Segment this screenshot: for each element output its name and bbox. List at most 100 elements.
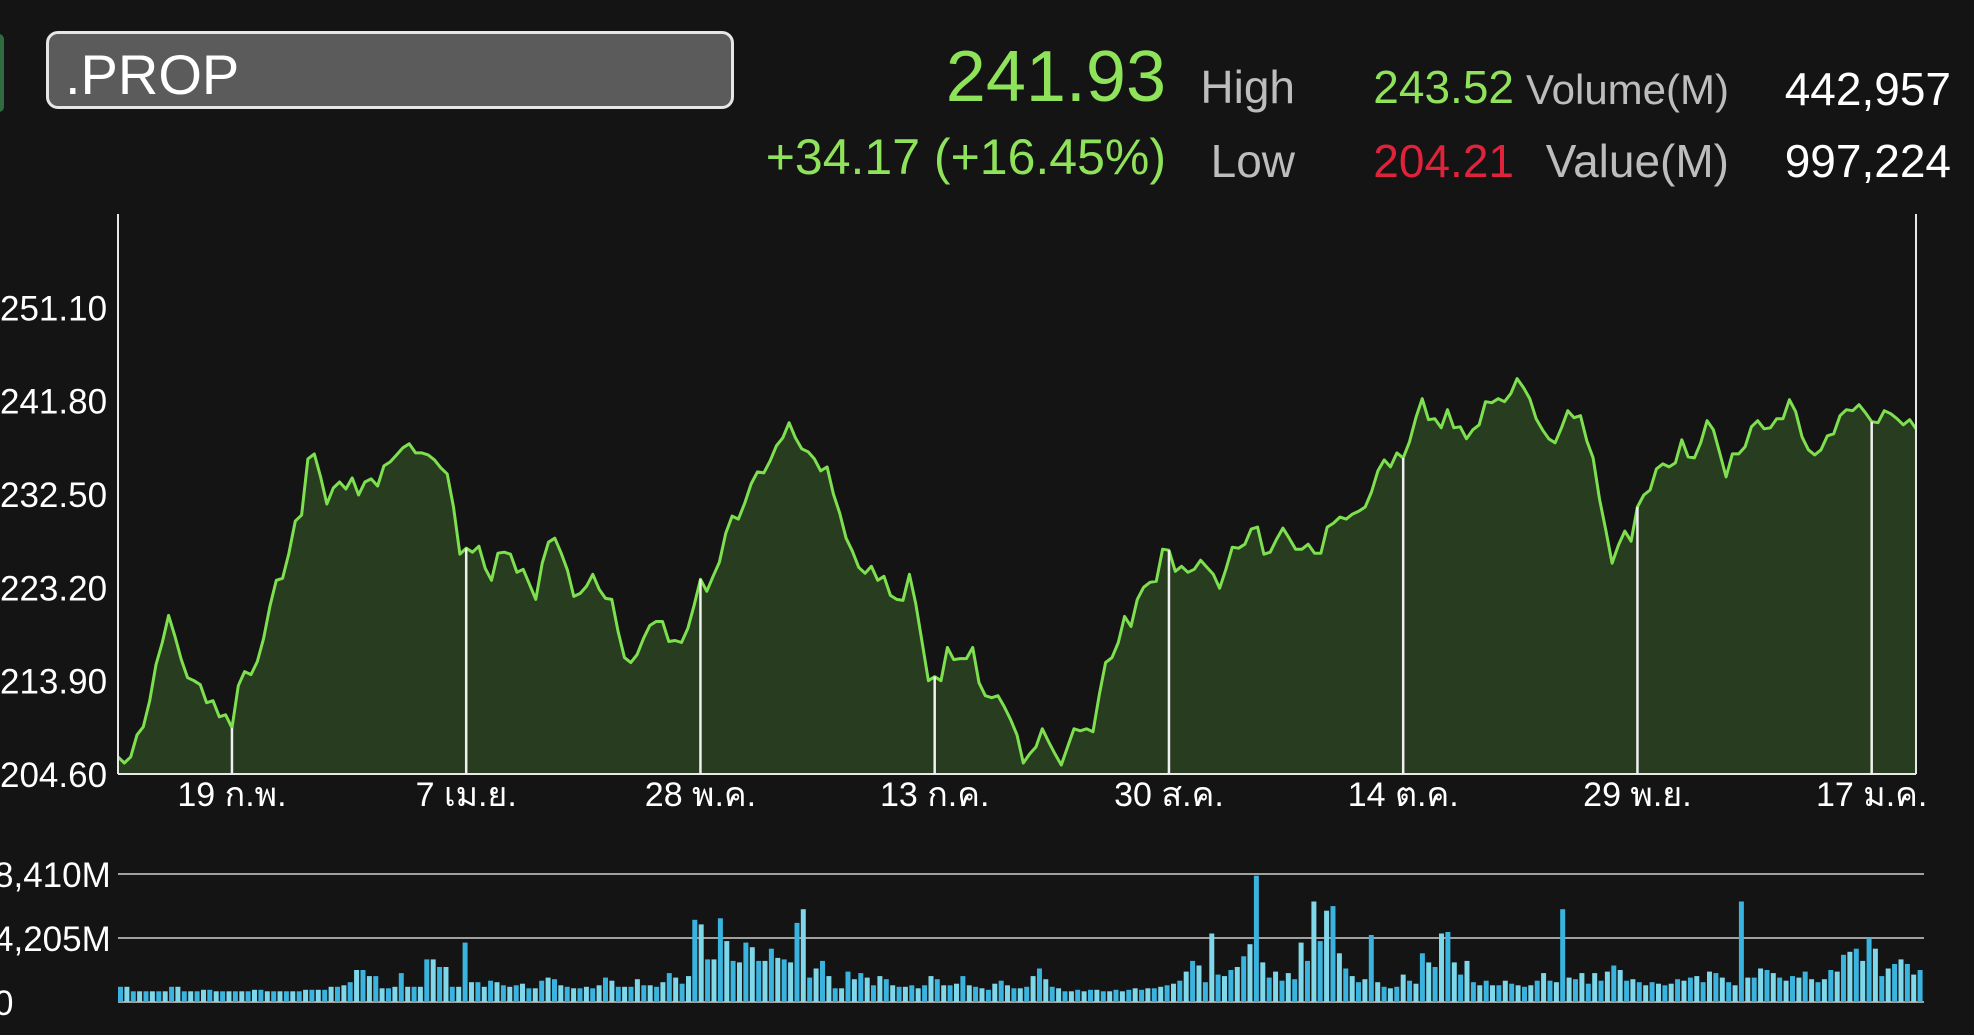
volume-bar: [1611, 965, 1617, 1002]
volume-bar: [181, 991, 187, 1002]
volume-bar: [941, 985, 947, 1002]
volume-bar: [1892, 964, 1898, 1002]
volume-bar: [1866, 938, 1872, 1002]
volume-bar: [692, 919, 698, 1002]
volume-bar: [1630, 979, 1636, 1002]
side-tab-handle[interactable]: [0, 34, 4, 112]
volume-bar: [628, 986, 634, 1002]
volume-bar: [1113, 989, 1119, 1002]
volume-bar: [1764, 970, 1770, 1002]
volume-bar: [417, 986, 423, 1002]
volume-bar: [679, 983, 685, 1002]
volume-bar: [1592, 973, 1598, 1002]
volume-bar: [583, 986, 589, 1002]
volume-bar: [1081, 991, 1087, 1002]
volume-bar: [315, 989, 321, 1002]
volume-bar: [1190, 960, 1196, 1002]
volume-bar: [303, 989, 309, 1002]
volume-bar: [290, 991, 296, 1002]
price-line: [116, 377, 1918, 767]
volume-bar: [507, 986, 513, 1002]
volume-bar: [1145, 988, 1151, 1002]
volume-bar: [411, 986, 417, 1002]
volume-bar: [1407, 980, 1413, 1002]
volume-bar: [271, 991, 277, 1002]
volume-bar: [730, 960, 736, 1002]
volume-bar: [373, 976, 379, 1002]
volume-bar: [609, 980, 615, 1002]
volume-bar: [1502, 980, 1508, 1002]
volume-bar: [571, 988, 577, 1002]
volume-bar: [1458, 974, 1464, 1002]
symbol-search-input[interactable]: .PROP: [46, 31, 734, 109]
volume-bar: [960, 976, 966, 1002]
volume-bar: [743, 942, 749, 1002]
volume-bar: [934, 979, 940, 1002]
volume-bar: [130, 991, 136, 1002]
volume-bar: [1056, 988, 1062, 1002]
volume-bar: [1636, 982, 1642, 1002]
volume-bar: [143, 991, 149, 1002]
volume-bar: [520, 983, 525, 1002]
volume-bar: [1809, 979, 1815, 1002]
volume-bar: [443, 967, 449, 1002]
volume-bar: [1119, 991, 1125, 1002]
volume-bar: [1643, 985, 1649, 1002]
volume-bar: [1343, 968, 1349, 1002]
volume-bar: [469, 982, 474, 1002]
volume-bar: [1330, 906, 1336, 1002]
volume-bar: [1694, 976, 1700, 1002]
volume-bar: [379, 988, 385, 1002]
volume-bar: [1675, 979, 1681, 1002]
volume-bar: [456, 986, 462, 1002]
volume-bar: [1904, 964, 1910, 1002]
volume-bar: [711, 959, 717, 1002]
volume-bar: [1043, 979, 1049, 1002]
volume-bar: [545, 977, 551, 1002]
volume-bar: [1273, 971, 1279, 1002]
volume-bar: [985, 989, 991, 1002]
volume-bar: [1528, 985, 1534, 1002]
volume-bar: [488, 980, 494, 1002]
volume-bar: [335, 986, 340, 1002]
volume-bar: [194, 991, 200, 1002]
volume-bar: [137, 991, 143, 1002]
volume-bar: [1911, 974, 1917, 1002]
volume-bar: [1598, 980, 1604, 1002]
volume-bar: [832, 988, 838, 1002]
volume-bar: [1285, 973, 1291, 1002]
volume-bar: [973, 986, 979, 1002]
volume-bar: [322, 989, 328, 1002]
volume-bar: [1872, 948, 1878, 1002]
volume-bar: [1107, 991, 1113, 1002]
volume-bar: [1005, 985, 1010, 1002]
volume-bar: [1394, 986, 1400, 1002]
volume-bar: [826, 976, 832, 1002]
volume-bar: [756, 960, 762, 1002]
volume-bar: [1470, 982, 1476, 1002]
volume-y-tick-label: 0: [0, 984, 13, 1023]
volume-bar: [239, 991, 245, 1002]
volume-bar: [1541, 973, 1547, 1002]
volume-bar: [1279, 980, 1285, 1002]
volume-value: 442,957: [1784, 63, 1951, 115]
low-label: Low: [1210, 135, 1295, 187]
volume-bar: [1202, 982, 1208, 1002]
volume-bar: [864, 977, 870, 1002]
x-tick-label: 7 เม.ย.: [416, 776, 517, 814]
volume-bar: [1547, 980, 1553, 1002]
volume-bar: [794, 922, 800, 1002]
high-label: High: [1200, 61, 1295, 113]
volume-bar: [481, 986, 487, 1002]
price-change: +34.17 (+16.45%): [765, 129, 1166, 185]
volume-bar: [188, 991, 194, 1002]
volume-bar: [1560, 909, 1566, 1002]
value-value: 997,224: [1784, 135, 1951, 187]
volume-bar: [1228, 970, 1234, 1002]
volume-bar: [1566, 977, 1572, 1002]
volume-bar: [552, 979, 557, 1002]
volume-bar: [213, 991, 219, 1002]
x-tick-label: 17 ม.ค.: [1816, 776, 1927, 814]
volume-bar: [207, 989, 213, 1002]
